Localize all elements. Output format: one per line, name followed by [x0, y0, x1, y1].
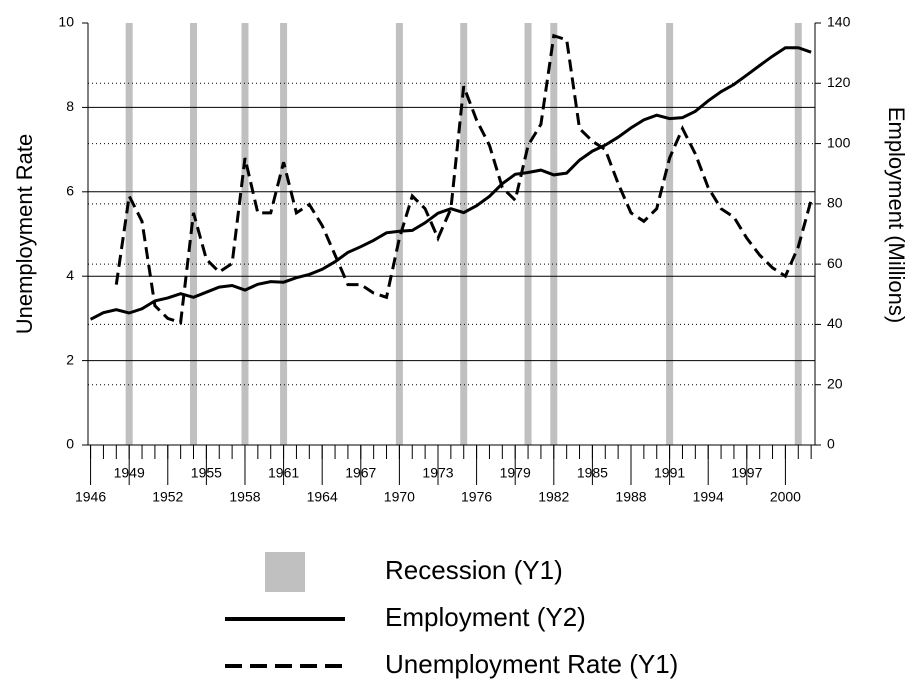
recession-bar [395, 23, 403, 445]
x-tick-label: 1988 [615, 489, 646, 505]
y2-tick-label: 120 [827, 74, 851, 90]
y2-tick-label: 20 [827, 375, 843, 391]
x-tick-label: 2000 [770, 489, 801, 505]
series-line [114, 33, 813, 325]
legend-label: Employment (Y2) [385, 602, 586, 632]
series-line [89, 46, 812, 321]
x-tick-label: 1955 [191, 465, 222, 481]
x-tick-label: 1991 [654, 465, 685, 481]
recession-bar [794, 23, 802, 445]
x-tick-label: 1970 [384, 489, 415, 505]
x-tick-label: 1982 [538, 489, 569, 505]
legend-swatch [265, 552, 305, 592]
y2-tick-label: 60 [827, 255, 843, 271]
y2-axis-title: Employment (Millions) [884, 107, 909, 323]
x-tick-label: 1946 [75, 489, 106, 505]
x-tick-label: 1997 [731, 465, 762, 481]
x-tick-label: 1958 [229, 489, 260, 505]
x-tick-label: 1976 [461, 489, 492, 505]
x-tick-label: 1979 [500, 465, 531, 481]
y-tick-label: 4 [66, 267, 74, 283]
x-tick-label: 1961 [268, 465, 299, 481]
x-tick-label: 1994 [693, 489, 724, 505]
y-tick-label: 10 [58, 14, 74, 30]
recession-bar [666, 23, 674, 445]
x-tick-label: 1985 [577, 465, 608, 481]
y2-tick-label: 100 [827, 134, 851, 150]
x-tick-label: 1952 [152, 489, 183, 505]
y2-tick-label: 80 [827, 195, 843, 211]
x-tick-label: 1949 [114, 465, 145, 481]
x-tick-label: 1973 [422, 465, 453, 481]
y2-tick-label: 40 [827, 315, 843, 331]
recession-bar [524, 23, 532, 445]
recession-bar [460, 23, 468, 445]
x-tick-label: 1964 [307, 489, 338, 505]
recession-bar [125, 23, 133, 445]
recession-bar [550, 23, 558, 445]
y2-tick-label: 0 [827, 436, 835, 452]
recession-bar [280, 23, 288, 445]
recession-bar [241, 23, 249, 445]
y-tick-label: 2 [66, 351, 74, 367]
y-tick-label: 8 [66, 98, 74, 114]
legend-label: Recession (Y1) [385, 555, 563, 585]
y-tick-label: 0 [66, 436, 74, 452]
y2-tick-label: 140 [827, 14, 851, 30]
y-axis-title: Unemployment Rate [12, 134, 37, 335]
legend-label: Unemployment Rate (Y1) [385, 649, 678, 679]
recession-bar [190, 23, 198, 445]
x-tick-label: 1967 [345, 465, 376, 481]
y-tick-label: 6 [66, 183, 74, 199]
